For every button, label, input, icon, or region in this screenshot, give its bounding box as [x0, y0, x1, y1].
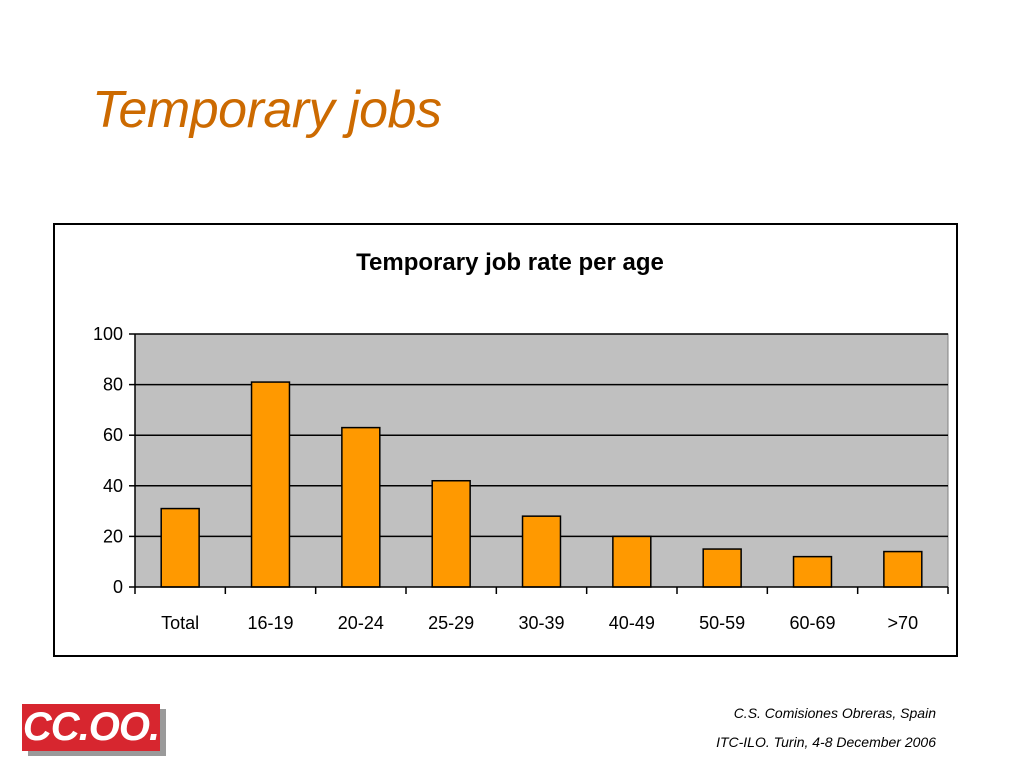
footer-organization: C.S. Comisiones Obreras, Spain — [733, 705, 936, 721]
y-tick-labels: 0 20 40 60 80 100 — [93, 324, 123, 597]
bar-8 — [792, 555, 833, 588]
bar-6 — [612, 535, 652, 588]
bar-4 — [431, 479, 471, 588]
x-tick-label: 30-39 — [518, 613, 564, 633]
y-tick-label: 60 — [103, 425, 123, 445]
chart-title: Temporary job rate per age — [356, 249, 664, 276]
x-tick-label: 20-24 — [338, 613, 384, 633]
bar-7 — [702, 548, 742, 588]
x-tick-label: 16-19 — [247, 613, 293, 633]
x-tick-label: 50-59 — [699, 613, 745, 633]
y-tick-label: 40 — [103, 476, 123, 496]
y-tick-label: 20 — [103, 526, 123, 546]
x-tick-label: 40-49 — [609, 613, 655, 633]
y-tick-label: 80 — [103, 375, 123, 395]
bar-2 — [250, 381, 291, 588]
x-tick-label: >70 — [888, 613, 919, 633]
chart-frame: Temporary job rate per age 0 20 40 60 80 100 … — [53, 223, 958, 657]
ccoo-logo: CC.OO. — [22, 704, 166, 756]
bar-1 — [160, 507, 200, 588]
x-tick-label: Total — [161, 613, 199, 633]
footer-event: ITC-ILO. Turin, 4-8 December 2006 — [716, 734, 936, 750]
x-tick-label: 60-69 — [789, 613, 835, 633]
y-tick-label: 0 — [113, 577, 123, 597]
axes — [129, 333, 949, 594]
y-tick-label: 100 — [93, 324, 123, 344]
bar-9 — [883, 550, 923, 588]
bar-5 — [521, 515, 562, 588]
bar-chart: Temporary job rate per age 020406080100 … — [93, 249, 949, 633]
x-tick-labels: Total 16-19 20-24 25-29 30-39 40-49 50-59 60-69… — [161, 613, 918, 633]
x-tick-label: 25-29 — [428, 613, 474, 633]
logo-text: CC.OO. — [22, 704, 160, 751]
bars — [160, 381, 923, 588]
bar-3 — [341, 426, 381, 588]
slide-title: Temporary jobs — [92, 81, 442, 139]
